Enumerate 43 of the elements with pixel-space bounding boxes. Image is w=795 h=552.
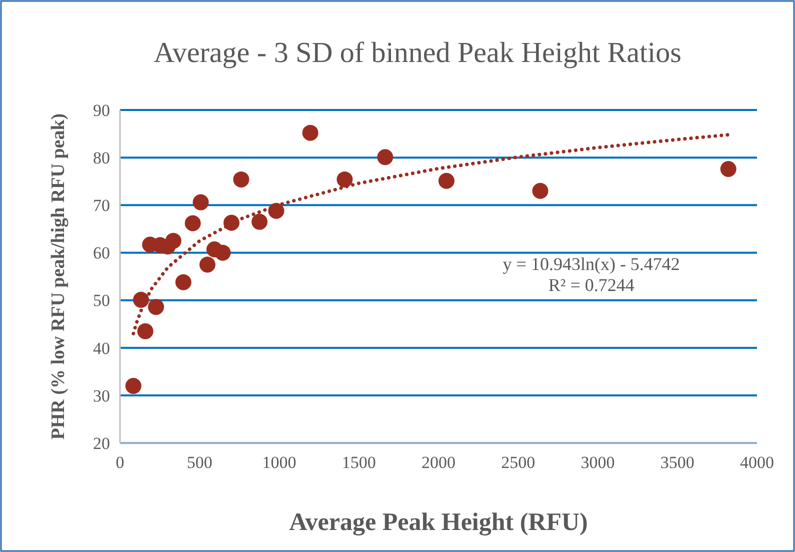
y-tick-label: 90 [93, 100, 110, 120]
y-axis-title: PHR (% low RFU peak/high RFU peak) [48, 113, 69, 440]
point [214, 244, 231, 261]
point [532, 182, 548, 199]
x-tick-label: 3000 [580, 453, 615, 472]
point [133, 292, 150, 308]
chart-title: Average - 3 SD of binned Peak Height Ratios [154, 37, 682, 69]
point [192, 194, 209, 210]
x-tick-label: 1000 [262, 453, 296, 472]
x-tick-label: 3500 [660, 453, 694, 472]
point [377, 149, 394, 166]
x-tick-label: 500 [186, 453, 212, 472]
point [233, 171, 250, 188]
y-tick-label: 40 [93, 338, 110, 358]
x-tick-label: 2000 [422, 453, 456, 472]
y-tick-label: 80 [93, 148, 110, 168]
line-series [132, 132, 730, 336]
x-tick-label: 0 [116, 453, 124, 472]
point [438, 172, 454, 189]
point [148, 298, 164, 315]
point [268, 202, 284, 219]
point [175, 274, 192, 290]
point [165, 232, 182, 249]
x-axis-title: Average Peak Height (RFU) [289, 509, 588, 536]
point [720, 160, 736, 177]
x-tick-label: 4000 [740, 453, 774, 472]
point [137, 323, 154, 340]
point [336, 171, 353, 188]
y-tick-label: 20 [93, 434, 110, 453]
annotation: y = 10.943ln(x) - 5.4742 [502, 254, 680, 274]
y-tick-label: 70 [93, 196, 110, 216]
point [223, 214, 240, 231]
y-tick-label: 50 [93, 291, 110, 310]
annotation: R² = 0.7244 [548, 274, 634, 295]
point [199, 256, 216, 273]
y-tick-label: 30 [93, 386, 110, 406]
point [302, 124, 318, 141]
point [252, 214, 268, 230]
point [184, 215, 201, 232]
point [125, 378, 142, 394]
x-tick-label: 1500 [342, 453, 376, 472]
x-tick-label: 2500 [501, 453, 536, 472]
y-tick-label: 60 [93, 244, 110, 263]
